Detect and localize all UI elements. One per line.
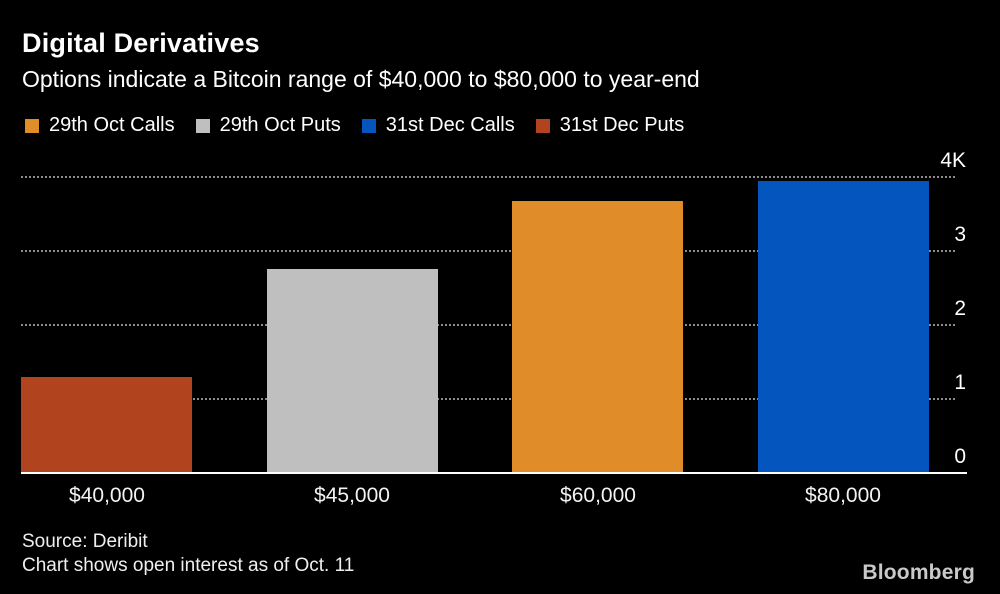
x-tick-label: $40,000 [69,484,145,507]
legend-item-dec-puts: 31st Dec Puts [535,114,685,137]
y-tick-label: 2 [954,297,966,320]
x-tick-label: $60,000 [560,484,636,507]
bar-60000 [512,201,683,473]
bloomberg-logo: Bloomberg [862,561,975,584]
legend-label: 31st Dec Calls [385,114,515,136]
gridline [21,250,955,252]
gridline [21,324,955,326]
x-tick-label: $80,000 [805,484,881,507]
legend-label: 29th Oct Calls [49,114,175,136]
gridline [21,176,955,178]
y-tick-label: 0 [954,445,966,468]
plot-area [21,150,967,474]
legend-item-dec-calls: 31st Dec Calls [361,114,515,137]
x-axis-line [21,472,967,474]
y-tick-label: 3 [954,223,966,246]
legend-swatch-oct-puts [195,118,210,133]
bar-80000 [758,181,929,473]
legend-label: 31st Dec Puts [559,114,685,136]
legend-item-oct-calls: 29th Oct Calls [25,114,175,137]
bar-40000 [21,377,192,473]
legend-swatch-oct-calls [25,118,39,133]
chart-subtitle: Options indicate a Bitcoin range of $40,… [22,66,700,92]
gridline [21,398,955,400]
x-tick-label: $45,000 [314,484,390,507]
legend-swatch-dec-calls [361,118,376,133]
y-tick-label: 4K [940,149,966,172]
footnote-text: Chart shows open interest as of Oct. 11 [22,555,355,576]
y-tick-label: 1 [954,371,966,394]
legend-label: 29th Oct Puts [219,114,341,136]
source-text: Source: Deribit [22,531,148,552]
chart-title: Digital Derivatives [22,28,260,58]
bar-45000 [267,269,438,473]
legend: 29th Oct Calls 29th Oct Puts 31st Dec Ca… [25,114,705,137]
legend-swatch-dec-puts [535,118,550,133]
legend-item-oct-puts: 29th Oct Puts [195,114,341,137]
